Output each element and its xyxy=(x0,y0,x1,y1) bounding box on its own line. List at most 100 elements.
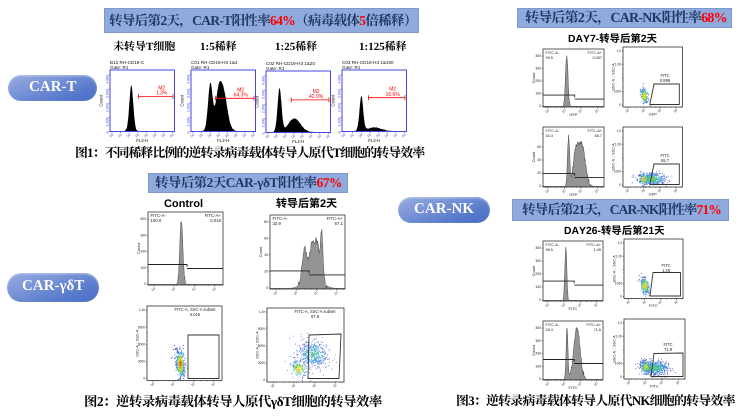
svg-text:0: 0 xyxy=(619,183,621,187)
svg-text:10: 10 xyxy=(191,286,197,292)
svg-text:1.00: 1.00 xyxy=(615,62,621,66)
svg-text:10: 10 xyxy=(593,302,599,308)
svg-text:SSC-A :: SSC-A: SSC-A :: SSC-A xyxy=(256,331,260,359)
svg-text:FITC: FITC xyxy=(650,384,659,389)
svg-text:80: 80 xyxy=(264,220,268,224)
svg-text:M2: M2 xyxy=(389,87,396,93)
svg-text:GFP: GFP xyxy=(569,192,578,197)
svg-text:1.0: 1.0 xyxy=(617,241,622,245)
svg-text:6000: 6000 xyxy=(258,344,265,348)
svg-text:10: 10 xyxy=(143,132,149,138)
svg-text:10: 10 xyxy=(366,133,372,139)
svg-text:10: 10 xyxy=(150,382,155,387)
svg-text:FL2-H: FL2-H xyxy=(368,138,380,143)
svg-text:0: 0 xyxy=(620,375,622,379)
svg-text:3,000: 3,000 xyxy=(262,90,266,99)
svg-text:10: 10 xyxy=(291,383,296,388)
svg-text:200: 200 xyxy=(535,79,541,83)
svg-text:300: 300 xyxy=(535,259,541,263)
svg-text:400: 400 xyxy=(535,54,541,58)
svg-text:10: 10 xyxy=(171,286,177,292)
svg-text:Count: Count xyxy=(258,245,263,257)
svg-text:200: 200 xyxy=(535,352,541,356)
svg-text:FITC-A-: FITC-A- xyxy=(545,243,559,247)
svg-text:40: 40 xyxy=(537,158,541,162)
svg-text:71.6: 71.6 xyxy=(593,328,600,332)
svg-text:10: 10 xyxy=(198,132,204,138)
svg-text:FITC-A+: FITC-A+ xyxy=(587,129,602,133)
svg-text:10: 10 xyxy=(189,132,195,138)
svg-text:10: 10 xyxy=(170,382,175,387)
svg-text:Count: Count xyxy=(331,94,336,106)
svg-text:10: 10 xyxy=(270,383,275,388)
svg-text:10: 10 xyxy=(384,133,390,139)
svg-text:200: 200 xyxy=(140,250,146,254)
svg-text:FITC-A-: FITC-A- xyxy=(545,51,559,55)
svg-text:1.0: 1.0 xyxy=(617,129,622,133)
svg-text:10: 10 xyxy=(290,133,296,139)
svg-text:0: 0 xyxy=(539,298,541,302)
svg-text:10: 10 xyxy=(282,133,288,139)
svg-text:10: 10 xyxy=(358,133,364,139)
svg-text:60: 60 xyxy=(537,145,541,149)
svg-text:4,000: 4,000 xyxy=(106,74,110,83)
svg-text:1.0: 1.0 xyxy=(617,49,622,53)
svg-text:10: 10 xyxy=(211,382,216,387)
svg-text:10: 10 xyxy=(333,290,339,296)
svg-text:10: 10 xyxy=(299,133,305,139)
svg-text:10: 10 xyxy=(577,188,583,194)
svg-text:42.9%: 42.9% xyxy=(309,94,324,100)
svg-text:10: 10 xyxy=(593,188,599,194)
svg-text:10: 10 xyxy=(544,108,550,114)
svg-text:FITC-A+: FITC-A+ xyxy=(326,216,343,221)
svg-text:10: 10 xyxy=(544,302,550,308)
svg-text:0: 0 xyxy=(619,103,621,107)
svg-text:10: 10 xyxy=(593,108,599,114)
svg-text:1.49: 1.49 xyxy=(662,268,671,273)
svg-text:10: 10 xyxy=(316,133,322,139)
svg-text:FITC-A+: FITC-A+ xyxy=(587,51,602,55)
svg-text:0: 0 xyxy=(143,377,145,381)
svg-text:10: 10 xyxy=(215,132,221,138)
svg-text:71.9: 71.9 xyxy=(664,347,673,352)
svg-text:0: 0 xyxy=(539,377,541,381)
svg-text:1.2e: 1.2e xyxy=(259,310,265,314)
svg-text:10: 10 xyxy=(160,132,166,138)
svg-text:Count: Count xyxy=(531,151,536,163)
svg-text:Count: Count xyxy=(99,94,104,106)
svg-text:10: 10 xyxy=(264,133,270,139)
svg-text:67.8: 67.8 xyxy=(311,314,320,319)
svg-text:1.3%: 1.3% xyxy=(156,90,168,96)
svg-text:1,000: 1,000 xyxy=(262,118,266,127)
svg-text:10: 10 xyxy=(673,188,678,193)
svg-text:10: 10 xyxy=(560,381,566,387)
svg-text:10: 10 xyxy=(577,108,583,114)
svg-text:40: 40 xyxy=(264,253,268,257)
svg-text:1.0: 1.0 xyxy=(617,321,622,325)
svg-text:10: 10 xyxy=(401,133,407,139)
svg-text:1000: 1000 xyxy=(614,281,621,285)
svg-text:100.0: 100.0 xyxy=(151,218,162,223)
svg-text:Count: Count xyxy=(136,242,141,254)
svg-text:0.898: 0.898 xyxy=(660,78,671,83)
svg-text:2,000: 2,000 xyxy=(186,103,190,112)
svg-text:10: 10 xyxy=(152,132,158,138)
svg-text:SSC-A :: SSC-A: SSC-A :: SSC-A xyxy=(612,62,616,90)
svg-text:10: 10 xyxy=(576,381,582,387)
svg-text:FITC-A-: FITC-A- xyxy=(545,129,559,133)
svg-text:4,000: 4,000 xyxy=(338,75,342,84)
svg-text:10: 10 xyxy=(126,132,132,138)
svg-text:10: 10 xyxy=(292,290,298,296)
svg-text:20: 20 xyxy=(537,171,541,175)
svg-text:Count: Count xyxy=(531,344,536,356)
svg-text:M2: M2 xyxy=(237,87,244,93)
svg-text:10: 10 xyxy=(332,383,337,388)
svg-text:2,000: 2,000 xyxy=(338,103,342,112)
svg-text:GFP: GFP xyxy=(649,191,658,196)
svg-text:1,000: 1,000 xyxy=(106,117,110,126)
svg-text:400: 400 xyxy=(535,326,541,330)
svg-text:10: 10 xyxy=(657,300,662,305)
svg-text:10: 10 xyxy=(576,302,582,308)
svg-text:FITC-A+: FITC-A+ xyxy=(586,243,601,247)
svg-text:B12 RH-CD19-C: B12 RH-CD19-C xyxy=(110,60,145,65)
